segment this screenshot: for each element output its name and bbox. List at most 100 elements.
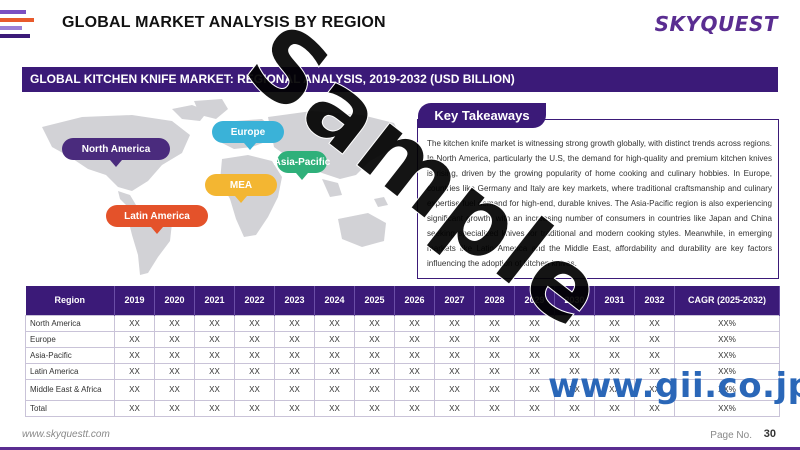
table-cell: XX xyxy=(514,314,555,332)
page-title: GLOBAL MARKET ANALYSIS BY REGION xyxy=(62,14,386,31)
table-cell: XX xyxy=(554,346,595,364)
table-cell: XX xyxy=(194,330,235,348)
table-cell: XX xyxy=(434,399,475,417)
table-cell: XX xyxy=(234,362,275,380)
decorative-bars-icon xyxy=(0,6,40,46)
table-cell: XX xyxy=(394,346,435,364)
table-cell: XX xyxy=(114,330,155,348)
table-cell: XX xyxy=(514,346,555,364)
table-header-cell: 2019 xyxy=(114,286,155,315)
table-cell: XX xyxy=(314,399,355,417)
table-cell: XX xyxy=(234,330,275,348)
table-cell: XX xyxy=(314,378,355,401)
table-cell: XX xyxy=(234,346,275,364)
table-cell: XX xyxy=(194,378,235,401)
table-cell-cagr: XX% xyxy=(674,314,780,332)
table-cell-cagr: XX% xyxy=(674,378,780,401)
region-pill-mea: MEA xyxy=(205,174,277,196)
table-cell: XX xyxy=(474,378,515,401)
table-cell: XX xyxy=(594,330,635,348)
table-cell: XX xyxy=(354,330,395,348)
table-cell: XX xyxy=(154,362,195,380)
table-cell: XX xyxy=(314,330,355,348)
table-cell: XX xyxy=(194,399,235,417)
table-row: Middle East & Africa XX XX XX XX XX XX XX XX XX XX… xyxy=(25,378,780,401)
page-number: 30 xyxy=(763,428,776,440)
table-cell: XX xyxy=(154,330,195,348)
page-label: Page No. xyxy=(710,430,752,441)
table-cell: XX xyxy=(274,378,315,401)
table-cell: XX xyxy=(314,346,355,364)
table-row: Europe XX XX XX XX XX XX XX XX XX XX XX XX XX XX XX% xyxy=(25,330,780,348)
table-cell: XX xyxy=(594,346,635,364)
table-cell: XX xyxy=(634,314,675,332)
table-cell: XX xyxy=(474,362,515,380)
table-cell-region: Middle East & Africa xyxy=(25,378,115,401)
table-header-cell: 2023 xyxy=(274,286,315,315)
brand-logo: SKYQUEST xyxy=(654,12,778,36)
pill-pointer xyxy=(151,227,163,234)
table-header-cell: 2031 xyxy=(594,286,635,315)
table-cell: XX xyxy=(394,399,435,417)
table-header-cell: 2020 xyxy=(154,286,195,315)
key-takeaways-text: The kitchen knife market is witnessing s… xyxy=(427,139,772,268)
table-header-cell: 2025 xyxy=(354,286,395,315)
table-cell: XX xyxy=(274,314,315,332)
table-cell: XX xyxy=(114,362,155,380)
table-cell: XX xyxy=(114,399,155,417)
table-cell-region: Asia-Pacific xyxy=(25,346,115,364)
table-cell: XX xyxy=(154,399,195,417)
table-cell: XX xyxy=(394,330,435,348)
table-cell: XX xyxy=(554,399,595,417)
table-header-cell: 2021 xyxy=(194,286,235,315)
table-header-region: Region xyxy=(25,286,115,315)
table-cell: XX xyxy=(234,399,275,417)
table-cell: XX xyxy=(274,362,315,380)
table-cell: XX xyxy=(434,362,475,380)
table-cell: XX xyxy=(634,378,675,401)
table-cell: XX xyxy=(634,330,675,348)
table-cell: XX xyxy=(474,330,515,348)
table-cell: XX xyxy=(434,378,475,401)
table-cell: XX xyxy=(194,314,235,332)
pill-pointer xyxy=(244,143,256,150)
pill-pointer xyxy=(296,173,308,180)
table-cell: XX xyxy=(114,314,155,332)
table-cell: XX xyxy=(314,362,355,380)
region-pill-asia-pacific: Asia-Pacific xyxy=(274,151,330,173)
table-header-cell: 2028 xyxy=(474,286,515,315)
table-cell-region: Europe xyxy=(25,330,115,348)
table-cell-region: Total xyxy=(25,399,115,417)
pill-pointer xyxy=(235,196,247,203)
table-cell: XX xyxy=(354,346,395,364)
table-cell: XX xyxy=(554,314,595,332)
footer-url[interactable]: www.skyquestt.com xyxy=(22,429,110,440)
region-pill-latin-america: Latin America xyxy=(106,205,208,227)
key-takeaways-title: Key Takeaways xyxy=(418,103,546,128)
table-row: North America XX XX XX XX XX XX XX XX XX XX XX XX XX X… xyxy=(25,314,780,332)
table-cell: XX xyxy=(474,399,515,417)
table-cell: XX xyxy=(314,314,355,332)
table-header-cell: 2030 xyxy=(554,286,595,315)
table-header-cell: 2029 xyxy=(514,286,555,315)
table-header-cell: 2022 xyxy=(234,286,275,315)
table-header-cell: CAGR (2025-2032) xyxy=(674,286,780,315)
table-cell: XX xyxy=(514,378,555,401)
table-cell: XX xyxy=(154,346,195,364)
table-header-cell: 2026 xyxy=(394,286,435,315)
gii-watermark-logo: www.gii.co.jp xyxy=(548,366,800,406)
table-cell: XX xyxy=(394,314,435,332)
section-banner: GLOBAL KITCHEN KNIFE MARKET: REGIONAL AN… xyxy=(22,67,778,92)
table-cell: XX xyxy=(194,346,235,364)
table-cell: XX xyxy=(354,362,395,380)
table-cell: XX xyxy=(354,314,395,332)
table-cell: XX xyxy=(274,330,315,348)
table-row: Total XX XX XX XX XX XX XX XX XX XX XX XX XX XX XX% xyxy=(25,399,780,417)
table-cell: XX xyxy=(474,314,515,332)
footer-bar xyxy=(0,447,800,450)
key-takeaways-box xyxy=(417,119,779,279)
table-cell: XX xyxy=(114,378,155,401)
table-cell: XX xyxy=(594,314,635,332)
table-cell: XX xyxy=(554,378,595,401)
table-header-cell: 2024 xyxy=(314,286,355,315)
